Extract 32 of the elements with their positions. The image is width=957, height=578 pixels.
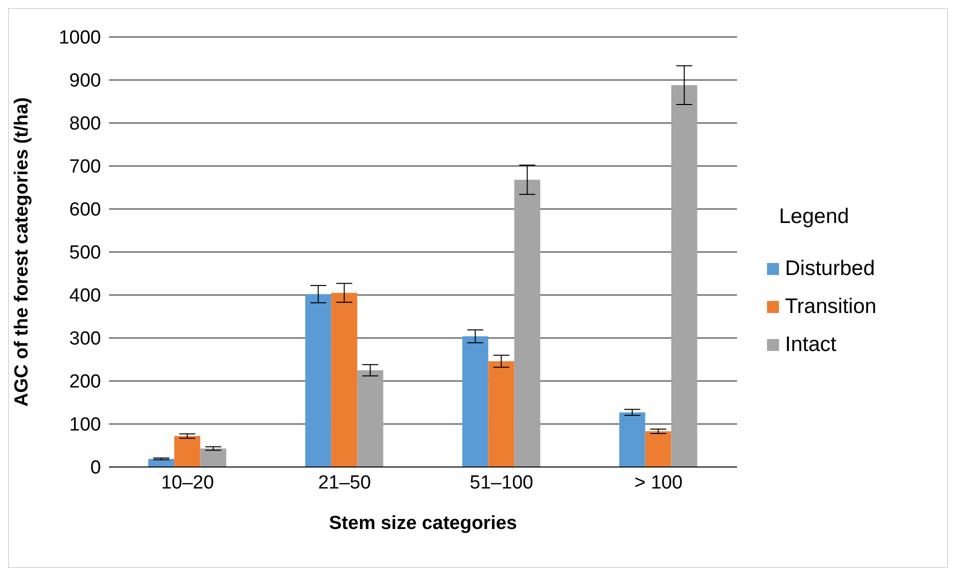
- bar: [514, 180, 540, 467]
- legend-label: Disturbed: [785, 257, 875, 281]
- x-tick-label: > 100: [634, 472, 683, 494]
- bar: [305, 294, 332, 467]
- x-tick-label: 51–100: [470, 472, 534, 494]
- y-tick-label: 800: [69, 114, 101, 135]
- bar: [200, 448, 226, 467]
- x-axis-title: Stem size categories: [329, 513, 517, 534]
- y-tick-label: 300: [69, 328, 101, 350]
- legend-label: Transition: [785, 295, 876, 319]
- y-tick-label: 400: [69, 286, 101, 307]
- y-tick-label: 0: [90, 458, 101, 479]
- y-tick-label: 100: [69, 414, 101, 436]
- x-tick-label: 10–20: [161, 472, 214, 494]
- bar: [645, 431, 672, 467]
- legend-title: Legend: [779, 205, 850, 229]
- y-tick-label: 600: [69, 200, 101, 221]
- bar: [671, 85, 698, 467]
- legend-label: Intact: [785, 333, 836, 357]
- bar: [357, 370, 384, 467]
- bar: [488, 361, 514, 467]
- y-axis-title: AGC of the forest categories (t/ha): [12, 97, 33, 407]
- bar: [462, 336, 488, 467]
- bar: [331, 292, 358, 467]
- y-tick-label: 900: [69, 70, 101, 92]
- y-tick-label: 500: [69, 242, 101, 264]
- bar: [174, 436, 200, 467]
- y-tick-label: 1000: [58, 28, 101, 49]
- y-tick-label: 200: [69, 372, 101, 393]
- bar: [619, 412, 646, 467]
- x-tick-label: 21–50: [318, 472, 371, 494]
- y-tick-label: 700: [69, 156, 101, 178]
